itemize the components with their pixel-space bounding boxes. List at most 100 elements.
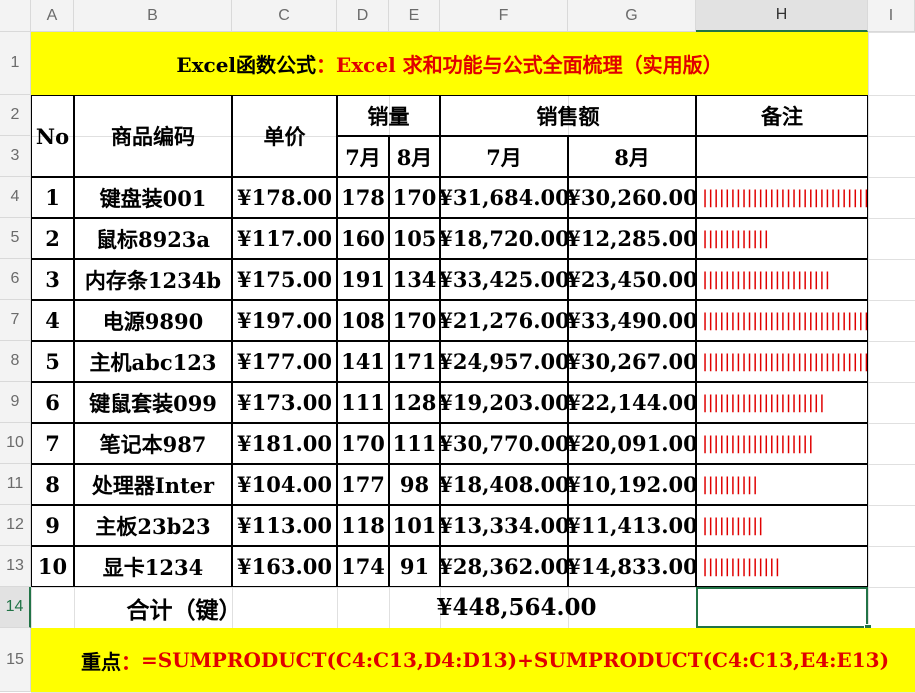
cell-qty-jul[interactable]: 170 [337, 423, 389, 464]
row-header-12[interactable]: 12 [0, 505, 31, 546]
header-no[interactable]: No [31, 95, 74, 177]
row-header-2[interactable]: 2 [0, 95, 31, 136]
cell-amount-aug[interactable]: ¥10,192.00 [568, 464, 696, 505]
header-amount[interactable]: 销售额 [440, 95, 696, 136]
cell-code[interactable]: 键盘装001 [74, 177, 232, 218]
footer-formula-cell[interactable]: 重点： =SUMPRODUCT(C4:C13,D4:D13)+SUMPRODUCT… [31, 628, 915, 692]
row-header-1[interactable]: 1 [0, 32, 31, 95]
cell-no[interactable]: 7 [31, 423, 74, 464]
cell-qty-jul[interactable]: 111 [337, 382, 389, 423]
header-note-blank[interactable] [696, 136, 868, 177]
cell-amount-jul[interactable]: ¥31,684.00 [440, 177, 568, 218]
column-header-b[interactable]: B [74, 0, 232, 32]
cell-code[interactable]: 键鼠套装099 [74, 382, 232, 423]
row-header-4[interactable]: 4 [0, 177, 31, 218]
cell-amount-jul[interactable]: ¥18,408.00 [440, 464, 568, 505]
cell-qty-jul[interactable]: 174 [337, 546, 389, 587]
note-bar-cell[interactable]: ||||||||||||||||||||||||||||||||| [696, 300, 868, 341]
column-header-g[interactable]: G [568, 0, 696, 32]
cell-price[interactable]: ¥104.00 [232, 464, 337, 505]
note-bar-cell[interactable]: |||||||||||||||||||||||||||||| [696, 341, 868, 382]
column-header-f[interactable]: F [440, 0, 568, 32]
cell-code[interactable]: 内存条1234b [74, 259, 232, 300]
cell-no[interactable]: 1 [31, 177, 74, 218]
column-header-e[interactable]: E [389, 0, 440, 32]
cell-qty-jul[interactable]: 177 [337, 464, 389, 505]
cell-no[interactable]: 10 [31, 546, 74, 587]
cell-code[interactable]: 主板23b23 [74, 505, 232, 546]
cell-no[interactable]: 5 [31, 341, 74, 382]
cell-qty-aug[interactable]: 134 [389, 259, 440, 300]
cell-price[interactable]: ¥117.00 [232, 218, 337, 259]
cell-amount-aug[interactable]: ¥11,413.00 [568, 505, 696, 546]
cell-no[interactable]: 8 [31, 464, 74, 505]
note-bar-cell[interactable]: |||||||||| [696, 464, 868, 505]
cell-qty-aug[interactable]: 170 [389, 300, 440, 341]
header-qty-jul[interactable]: 7月 [337, 136, 389, 177]
column-header-h[interactable]: H [696, 0, 868, 32]
cell-no[interactable]: 6 [31, 382, 74, 423]
cell-price[interactable]: ¥178.00 [232, 177, 337, 218]
note-bar-cell[interactable]: |||||||||||| [696, 218, 868, 259]
cell-amount-jul[interactable]: ¥18,720.00 [440, 218, 568, 259]
row-header-8[interactable]: 8 [0, 341, 31, 382]
note-bar-cell[interactable]: ||||||||||| [696, 505, 868, 546]
cell-price[interactable]: ¥177.00 [232, 341, 337, 382]
cell-qty-jul[interactable]: 191 [337, 259, 389, 300]
header-note[interactable]: 备注 [696, 95, 868, 136]
note-bar-cell[interactable]: |||||||||||||| [696, 546, 868, 587]
cell-no[interactable]: 2 [31, 218, 74, 259]
select-all-corner[interactable] [0, 0, 31, 32]
cell-qty-aug[interactable]: 105 [389, 218, 440, 259]
note-bar-cell[interactable]: |||||||||||||||||||||| [696, 382, 868, 423]
cell-price[interactable]: ¥173.00 [232, 382, 337, 423]
row-header-3[interactable]: 3 [0, 136, 31, 177]
row-header-15[interactable]: 15 [0, 628, 31, 692]
cell-qty-aug[interactable]: 101 [389, 505, 440, 546]
cell-code[interactable]: 鼠标8923a [74, 218, 232, 259]
header-amount-aug[interactable]: 8月 [568, 136, 696, 177]
cell-amount-jul[interactable]: ¥24,957.00 [440, 341, 568, 382]
cell-qty-jul[interactable]: 141 [337, 341, 389, 382]
row-header-11[interactable]: 11 [0, 464, 31, 505]
header-qty[interactable]: 销量 [337, 95, 440, 136]
cell-price[interactable]: ¥197.00 [232, 300, 337, 341]
cell-code[interactable]: 主机abc123 [74, 341, 232, 382]
cell-amount-aug[interactable]: ¥30,267.00 [568, 341, 696, 382]
title-cell[interactable]: Excel函数公式： Excel 求和功能与公式全面梳理（实用版） [31, 32, 868, 95]
cell-qty-aug[interactable]: 98 [389, 464, 440, 505]
cell-no[interactable]: 4 [31, 300, 74, 341]
cell-code[interactable]: 显卡1234 [74, 546, 232, 587]
cell-amount-jul[interactable]: ¥21,276.00 [440, 300, 568, 341]
cell-qty-aug[interactable]: 171 [389, 341, 440, 382]
column-header-a[interactable]: A [31, 0, 74, 32]
cell-code[interactable]: 处理器Inter [74, 464, 232, 505]
cell-price[interactable]: ¥181.00 [232, 423, 337, 464]
note-bar-cell[interactable]: |||||||||||||||||||| [696, 423, 868, 464]
row-header-14[interactable]: 14 [0, 587, 31, 628]
cell-code[interactable]: 笔记本987 [74, 423, 232, 464]
cell-price[interactable]: ¥113.00 [232, 505, 337, 546]
cell-qty-jul[interactable]: 108 [337, 300, 389, 341]
column-header-c[interactable]: C [232, 0, 337, 32]
cell-amount-aug[interactable]: ¥30,260.00 [568, 177, 696, 218]
cell-price[interactable]: ¥163.00 [232, 546, 337, 587]
row-header-13[interactable]: 13 [0, 546, 31, 587]
cell-amount-jul[interactable]: ¥28,362.00 [440, 546, 568, 587]
cell-qty-jul[interactable]: 118 [337, 505, 389, 546]
note-bar-cell[interactable]: ||||||||||||||||||||||| [696, 259, 868, 300]
column-header-d[interactable]: D [337, 0, 389, 32]
cell-qty-aug[interactable]: 91 [389, 546, 440, 587]
header-qty-aug[interactable]: 8月 [389, 136, 440, 177]
row-header-6[interactable]: 6 [0, 259, 31, 300]
cell-amount-aug[interactable]: ¥23,450.00 [568, 259, 696, 300]
cell-amount-aug[interactable]: ¥20,091.00 [568, 423, 696, 464]
cell-amount-aug[interactable]: ¥33,490.00 [568, 300, 696, 341]
column-header-i[interactable]: I [868, 0, 915, 32]
cell-amount-aug[interactable]: ¥22,144.00 [568, 382, 696, 423]
header-price[interactable]: 单价 [232, 95, 337, 177]
cell-code[interactable]: 电源9890 [74, 300, 232, 341]
row-header-5[interactable]: 5 [0, 218, 31, 259]
cell-no[interactable]: 3 [31, 259, 74, 300]
note-bar-cell[interactable]: |||||||||||||||||||||||||||||| [696, 177, 868, 218]
